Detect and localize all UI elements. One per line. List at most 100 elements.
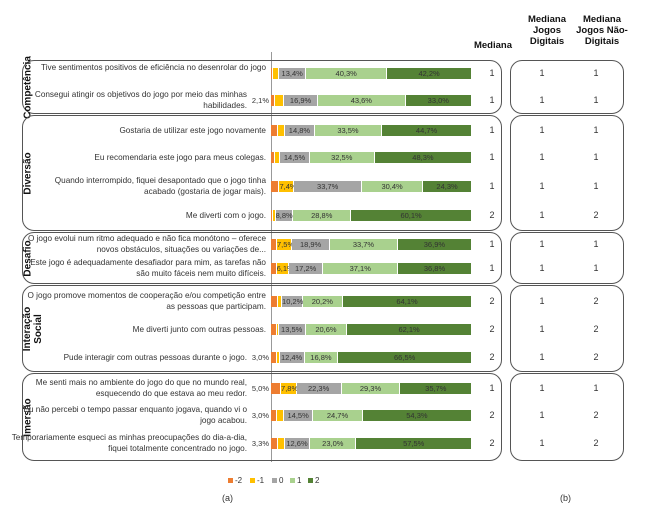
bar-segment-2: 36,9%	[397, 239, 472, 250]
bar-segment-2: 44,7%	[382, 125, 472, 136]
bar-segment-1: 29,3%	[341, 383, 401, 394]
bar-segment--2	[271, 410, 278, 421]
caption-b: (b)	[560, 493, 571, 503]
bar-segment-1: 37,1%	[323, 263, 399, 274]
median-non-digital-value: 1	[593, 239, 599, 249]
bar-segment-1: 30,4%	[362, 181, 424, 192]
question-label: Este jogo é adequadamente desafiador par…	[30, 258, 266, 278]
bar-segment--2	[271, 296, 279, 307]
median-digital-value: 1	[539, 410, 545, 420]
median-non-digital-value: 2	[593, 352, 599, 362]
bar-segment--1	[277, 352, 280, 363]
bar-segment--1	[278, 296, 283, 307]
legend-label: 2	[315, 476, 320, 485]
bar-segment--2	[271, 181, 280, 192]
header-mediana-digitais: Mediana Jogos Digitais	[527, 14, 566, 47]
legend-swatch	[228, 478, 233, 483]
question-label: Tive sentimentos positivos de eficiência…	[41, 63, 266, 72]
legend-label: -2	[235, 476, 243, 485]
median-value: 1	[489, 152, 495, 162]
bar-segment--1: 7,8%	[281, 383, 299, 394]
axis-line	[271, 52, 272, 462]
median-digital-value: 1	[539, 383, 545, 393]
median-digital-value: 1	[539, 181, 545, 191]
median-value: 1	[489, 263, 495, 273]
bar-segment--1: 7,5%	[277, 239, 295, 250]
question-label: Me diverti com o jogo.	[185, 211, 266, 220]
bar-segment-0: 18,9%	[292, 239, 331, 250]
bar-segment--1	[275, 95, 285, 106]
median-digital-value: 1	[539, 324, 545, 334]
bar-segment-2: 60,1%	[351, 210, 472, 221]
bar-segment-0: 14,5%	[280, 152, 310, 163]
median-value: 2	[489, 410, 495, 420]
bar-segment-1: 16,8%	[304, 352, 339, 363]
legend-swatch	[290, 478, 295, 483]
bar-segment-1: 33,7%	[330, 239, 398, 250]
caption-a: (a)	[222, 493, 233, 503]
bar-segment-2: 54,3%	[362, 410, 472, 421]
question-label: Pude interagir com outras pessoas durant…	[63, 353, 247, 362]
median-value: 1	[489, 181, 495, 191]
median-non-digital-value: 2	[593, 410, 599, 420]
bar-segment-2: 36,8%	[398, 263, 472, 274]
median-digital-value: 1	[539, 296, 545, 306]
group-label: Diversão	[22, 151, 34, 195]
bar-segment--2	[271, 95, 276, 106]
median-non-digital-value: 1	[593, 68, 599, 78]
bar-segment--2	[271, 68, 273, 79]
bar-segment-1: 20,2%	[302, 296, 344, 307]
bar-segment--2	[271, 152, 276, 163]
header-mediana: Mediana	[473, 40, 512, 51]
legend-item: 0	[272, 476, 283, 485]
median-non-digital-value: 1	[593, 383, 599, 393]
bar-segment-0: 12,6%	[284, 438, 311, 449]
bar-segment-label--2: 3,0%	[251, 411, 269, 420]
question-label: Temporariamente esqueci as minhas preocu…	[11, 433, 247, 453]
bar-segment-2: 42,2%	[387, 68, 472, 79]
group-box-left	[22, 60, 502, 114]
median-non-digital-value: 1	[593, 152, 599, 162]
group-box-left	[22, 373, 502, 461]
bar-segment--1: 6,1%	[276, 263, 294, 274]
bar-segment-1: 32,5%	[309, 152, 375, 163]
group-box-right	[510, 232, 624, 284]
bar-segment-0: 12,4%	[279, 352, 305, 363]
group-box-left	[22, 232, 502, 284]
question-label: Quando interrompido, fiquei desapontado …	[54, 176, 266, 196]
median-value: 1	[489, 239, 495, 249]
bar-segment--2	[271, 438, 278, 449]
bar-segment-2: 66,5%	[338, 352, 472, 363]
median-digital-value: 1	[539, 438, 545, 448]
median-digital-value: 1	[539, 352, 545, 362]
bar-segment-0: 17,2%	[288, 263, 324, 274]
bar-segment--1	[278, 125, 286, 136]
bar-segment--1	[272, 210, 276, 221]
legend-label: 1	[297, 476, 302, 485]
bar-segment-0: 33,7%	[294, 181, 363, 192]
question-label: Gostaria de utilizar este jogo novamente	[119, 126, 266, 135]
legend-label: -1	[257, 476, 265, 485]
bar-segment-0: 22,3%	[296, 383, 342, 394]
question-label: O jogo evolui num ritmo adequado e não f…	[27, 234, 266, 254]
median-non-digital-value: 1	[593, 181, 599, 191]
median-value: 1	[489, 125, 495, 135]
legend-label: 0	[279, 476, 284, 485]
bar-segment-1: 28,8%	[293, 210, 352, 221]
bar-segment-2: 57,5%	[356, 438, 472, 449]
bar-segment-2: 33,0%	[405, 95, 472, 106]
bar-segment-1: 33,5%	[314, 125, 383, 136]
median-non-digital-value: 1	[593, 263, 599, 273]
bar-segment-label--2: 3,0%	[251, 353, 269, 362]
bar-segment--2	[271, 324, 277, 335]
median-non-digital-value: 2	[593, 210, 599, 220]
median-digital-value: 1	[539, 210, 545, 220]
bar-segment--2	[271, 383, 282, 394]
bar-segment-0: 13,5%	[278, 324, 306, 335]
median-value: 2	[489, 210, 495, 220]
legend-item: -2	[228, 476, 242, 485]
legend-swatch	[308, 478, 313, 483]
group-box-right	[510, 373, 624, 461]
bar-segment-2: 35,7%	[400, 383, 473, 394]
